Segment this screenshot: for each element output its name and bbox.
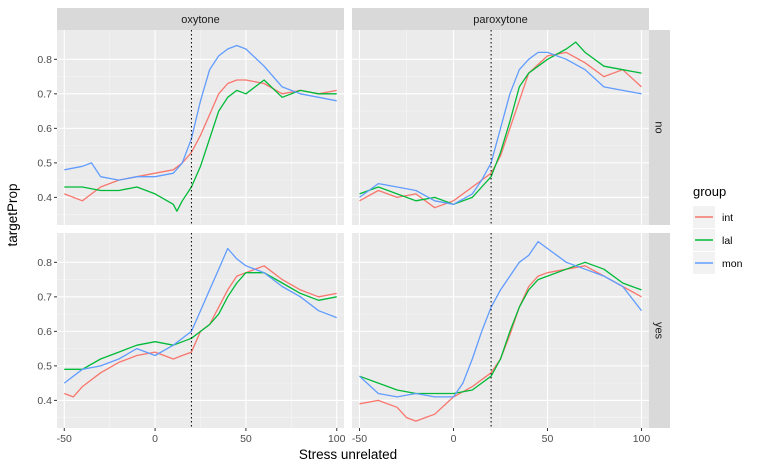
y-tick-label: 0.5: [37, 157, 52, 169]
x-tick-label: -50: [352, 433, 367, 445]
panel-paroxytone-no: [352, 30, 649, 225]
x-axis-title: Stress unrelated: [299, 447, 397, 462]
x-tick-label: 0: [451, 433, 457, 445]
panels-layer: oxytone paroxytone no yes: [57, 8, 670, 428]
y-tick-label: 0.8: [37, 257, 52, 269]
x-tick-label: -50: [57, 433, 72, 445]
legend-title: group: [693, 184, 726, 199]
x-tick-label: 100: [633, 433, 651, 445]
series-line-lal: [359, 41, 642, 205]
y-tick-label: 0.4: [37, 192, 52, 204]
series-line-int: [359, 265, 642, 422]
panel-oxytone-no: [57, 30, 344, 225]
series-line-mon: [64, 44, 337, 181]
series-line-mon: [359, 240, 643, 398]
legend: group int lal mon: [693, 184, 743, 274]
strip-col-paroxytone: [352, 8, 649, 30]
y-tick-label: 0.6: [37, 326, 52, 338]
x-tick-label: 50: [542, 433, 554, 445]
strip-label-paroxytone: paroxytone: [473, 14, 527, 26]
x-tick-label: 100: [328, 433, 346, 445]
legend-label-int: int: [722, 212, 733, 224]
strip-row-no: [649, 30, 670, 225]
series-line-mon: [359, 51, 642, 205]
y-tick-label: 0.8: [37, 54, 52, 66]
y-tick-label: 0.4: [37, 395, 52, 407]
y-tick-label: 0.7: [37, 291, 52, 303]
strip-label-yes: yes: [653, 322, 665, 340]
y-tick-label: 0.5: [37, 360, 52, 372]
strip-row-yes: [649, 233, 670, 428]
strip-label-oxytone: oxytone: [181, 14, 220, 26]
panel-oxytone-yes: [57, 233, 344, 428]
series-line-lal: [64, 272, 337, 370]
strip-col-oxytone: [57, 8, 344, 30]
series-line-lal: [64, 79, 337, 212]
y-axis-title: targetProp: [5, 183, 20, 246]
x-tick-label: 0: [152, 433, 158, 445]
legend-label-mon: mon: [722, 258, 743, 270]
x-tick-label: 50: [240, 433, 252, 445]
strip-label-no: no: [653, 121, 665, 133]
y-tick-label: 0.6: [37, 123, 52, 135]
series-line-mon: [63, 247, 337, 384]
legend-label-lal: lal: [722, 235, 733, 247]
axes-layer: 0.40.50.60.70.80.40.50.60.70.8-50 0 50 100-…: [37, 54, 650, 445]
y-tick-label: 0.7: [37, 88, 52, 100]
panel-paroxytone-yes: [352, 233, 649, 428]
series-line-int: [359, 51, 642, 209]
